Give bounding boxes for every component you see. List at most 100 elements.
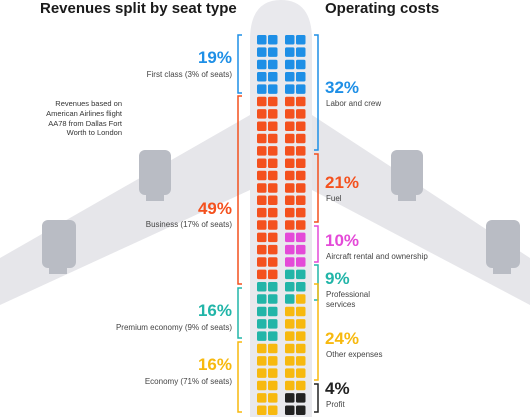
right-wing	[312, 115, 530, 305]
premium-economy-seat	[268, 319, 278, 329]
business-bracket	[237, 95, 242, 285]
professional-bracket	[314, 264, 319, 301]
business-seat	[285, 158, 295, 168]
business-seat	[268, 133, 278, 144]
business-percent: 49%	[197, 199, 232, 218]
business-seat	[285, 207, 295, 218]
fuel-bracket	[314, 153, 319, 223]
business-seat	[296, 183, 306, 193]
engine-left-outer	[42, 220, 76, 274]
aircraft-rental-seat	[285, 257, 295, 267]
first-class-seat	[296, 72, 306, 82]
economy-percent: 16%	[197, 355, 232, 374]
economy-seat	[268, 368, 278, 378]
premium-economy-seat	[257, 306, 267, 317]
business-seat	[296, 121, 306, 131]
labor-bracket	[314, 34, 319, 151]
aircraft-label: Aircraft rental and ownership	[326, 252, 428, 261]
economy-seat	[257, 393, 267, 403]
profit-percent: 4%	[325, 379, 350, 398]
economy-seat	[296, 319, 306, 329]
business-seat	[268, 269, 278, 280]
first-class-seat	[268, 72, 278, 82]
premium-economy-seat	[257, 319, 267, 329]
economy-seat	[268, 380, 278, 391]
profit-seat	[296, 393, 306, 403]
business-seat	[257, 146, 267, 156]
first-class-seat	[285, 59, 295, 70]
business-seat	[285, 121, 295, 131]
business-seat	[257, 269, 267, 280]
economy-seat	[296, 356, 306, 366]
aircraft-rental-seat	[296, 244, 306, 255]
first-class-seat	[285, 35, 295, 45]
economy-seat	[285, 380, 295, 391]
profit-bracket	[314, 383, 319, 413]
business-seat	[257, 121, 267, 131]
business-seat	[296, 158, 306, 168]
professional-label: Professional services	[326, 290, 371, 309]
economy-seat	[257, 380, 267, 391]
business-seat	[285, 183, 295, 193]
business-seat	[268, 183, 278, 193]
business-seat	[268, 220, 278, 230]
business-seat	[296, 96, 306, 107]
first-class-seat	[296, 59, 306, 70]
economy-seat	[268, 393, 278, 403]
first-class-bracket	[237, 34, 242, 94]
first-class-seat	[296, 84, 306, 94]
other-percent: 24%	[325, 329, 360, 348]
first-class-seat	[296, 47, 306, 57]
aircraft-rental-seat	[285, 244, 295, 255]
first-class-seat	[285, 84, 295, 94]
engine-right-inner	[391, 150, 423, 201]
economy-seat	[257, 368, 267, 378]
business-seat	[296, 207, 306, 218]
economy-seat	[257, 405, 267, 415]
economy-seat	[285, 356, 295, 366]
business-seat	[257, 244, 267, 255]
premium-economy-seat	[296, 282, 306, 292]
premium-economy-percent: 16%	[197, 301, 232, 320]
aircraft-rental-seat	[285, 232, 295, 243]
business-seat	[268, 257, 278, 267]
business-seat	[268, 170, 278, 181]
business-seat	[257, 109, 267, 119]
first-class-percent: 19%	[197, 48, 232, 67]
economy-seat	[296, 368, 306, 378]
labor-label: Labor and crew	[326, 99, 382, 108]
aircraft-percent: 10%	[325, 231, 360, 250]
economy-seat	[285, 306, 295, 317]
first-class-seat	[257, 72, 267, 82]
other-bracket	[314, 283, 319, 381]
fuel-label: Fuel	[326, 194, 342, 203]
business-seat	[268, 195, 278, 205]
business-seat	[268, 109, 278, 119]
premium-economy-bracket	[237, 287, 242, 339]
premium-economy-seat	[257, 282, 267, 292]
business-seat	[257, 207, 267, 218]
engine-left-inner	[139, 150, 171, 201]
other-label: Other expenses	[326, 350, 383, 359]
business-label: Business (17% of seats)	[145, 220, 232, 229]
business-seat	[285, 220, 295, 230]
business-seat	[257, 232, 267, 243]
economy-seat	[257, 343, 267, 354]
aircraft-bracket	[314, 225, 319, 263]
first-class-seat	[268, 47, 278, 57]
source-note: Revenues based on American Airlines flig…	[46, 99, 122, 138]
business-seat	[296, 109, 306, 119]
seat-map	[257, 35, 306, 415]
engine-right-outer	[486, 220, 520, 274]
aircraft-rental-seat	[296, 232, 306, 243]
revenue-heading: Revenues split by seat type	[40, 0, 237, 17]
business-seat	[285, 109, 295, 119]
economy-seat	[285, 368, 295, 378]
business-seat	[268, 158, 278, 168]
profit-seat	[285, 405, 295, 415]
business-seat	[296, 220, 306, 230]
premium-economy-label: Premium economy (9% of seats)	[115, 323, 232, 332]
economy-seat	[257, 356, 267, 366]
first-class-seat	[285, 47, 295, 57]
